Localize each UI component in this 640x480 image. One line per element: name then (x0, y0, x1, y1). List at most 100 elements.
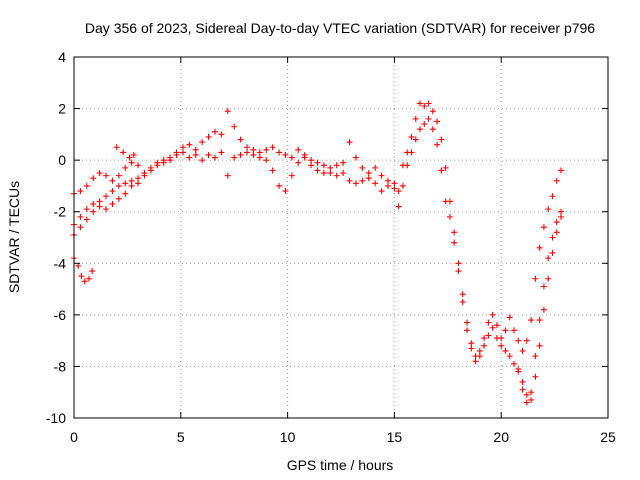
data-point (237, 136, 244, 143)
data-point (438, 136, 445, 143)
plot-frame (73, 56, 609, 419)
data-point (451, 229, 458, 236)
data-point (288, 154, 295, 161)
data-point (442, 164, 449, 171)
data-point (282, 151, 289, 158)
data-point (391, 185, 398, 192)
data-point (352, 154, 359, 161)
data-point (109, 188, 116, 195)
data-point (523, 391, 530, 398)
data-point (256, 154, 263, 161)
data-point (417, 126, 424, 133)
data-point (558, 213, 565, 220)
y-tick-label: -6 (54, 307, 67, 323)
data-point (89, 268, 96, 275)
data-point (295, 146, 302, 153)
data-point (515, 337, 522, 344)
data-point (154, 162, 161, 169)
data-point (412, 115, 419, 122)
data-point (205, 151, 212, 158)
data-point (519, 378, 526, 385)
data-point (429, 108, 436, 115)
y-tick-label: -8 (54, 358, 67, 374)
data-point (346, 139, 353, 146)
y-tick-label: -2 (54, 204, 67, 220)
data-point (498, 342, 505, 349)
grid-layer (74, 57, 608, 418)
data-point (434, 118, 441, 125)
data-point (85, 275, 92, 282)
data-point (282, 188, 289, 195)
x-tick-label: 0 (70, 429, 78, 445)
data-point (340, 159, 347, 166)
data-point (135, 175, 142, 182)
data-point (205, 133, 212, 140)
data-point (417, 100, 424, 107)
data-point (515, 366, 522, 373)
data-point (408, 133, 415, 140)
data-point (96, 203, 103, 210)
data-point (256, 149, 263, 156)
data-point (485, 332, 492, 339)
data-point (528, 389, 535, 396)
data-point (192, 146, 199, 153)
data-point (186, 141, 193, 148)
data-point (421, 102, 428, 109)
ticks-layer: 0 5 10 15 20 25 -10 -8 -6 -4 -2 0 2 4 (46, 49, 616, 445)
data-point (147, 167, 154, 174)
data-point (455, 268, 462, 275)
data-point (211, 128, 218, 135)
data-point (359, 177, 366, 184)
data-point (553, 229, 560, 236)
data-point (103, 193, 110, 200)
data-point (429, 126, 436, 133)
data-point (412, 136, 419, 143)
data-point (472, 358, 479, 365)
data-point (446, 213, 453, 220)
data-point (113, 144, 120, 151)
data-point (130, 151, 137, 158)
data-point (421, 121, 428, 128)
data-point (459, 298, 466, 305)
data-point (384, 177, 391, 184)
data-point (506, 314, 513, 321)
data-point (224, 108, 231, 115)
data-point (83, 216, 90, 223)
data-point (540, 283, 547, 290)
data-point (540, 306, 547, 313)
data-point (489, 311, 496, 318)
data-point (179, 149, 186, 156)
data-point (519, 386, 526, 393)
data-point (122, 180, 129, 187)
data-point (558, 208, 565, 215)
data-point (199, 139, 206, 146)
data-point (549, 234, 556, 241)
data-point (451, 239, 458, 246)
data-point (314, 159, 321, 166)
data-point (115, 195, 122, 202)
data-point (122, 164, 129, 171)
y-tick-label: 2 (58, 101, 66, 117)
x-tick-label: 5 (177, 429, 185, 445)
data-point (83, 182, 90, 189)
y-tick-label: -10 (46, 410, 66, 426)
data-point (455, 260, 462, 267)
points-layer (71, 100, 565, 406)
data-point (128, 182, 135, 189)
data-point (128, 159, 135, 166)
data-point (141, 172, 148, 179)
data-point (126, 154, 133, 161)
data-point (83, 206, 90, 213)
data-point (511, 360, 518, 367)
data-point (250, 146, 257, 153)
data-point (327, 164, 334, 171)
data-point (224, 172, 231, 179)
y-axis-label: SDTVAR / TECUs (6, 181, 22, 293)
data-point (115, 172, 122, 179)
data-point (199, 157, 206, 164)
x-tick-label: 20 (493, 429, 509, 445)
data-point (476, 347, 483, 354)
data-point (192, 151, 199, 158)
